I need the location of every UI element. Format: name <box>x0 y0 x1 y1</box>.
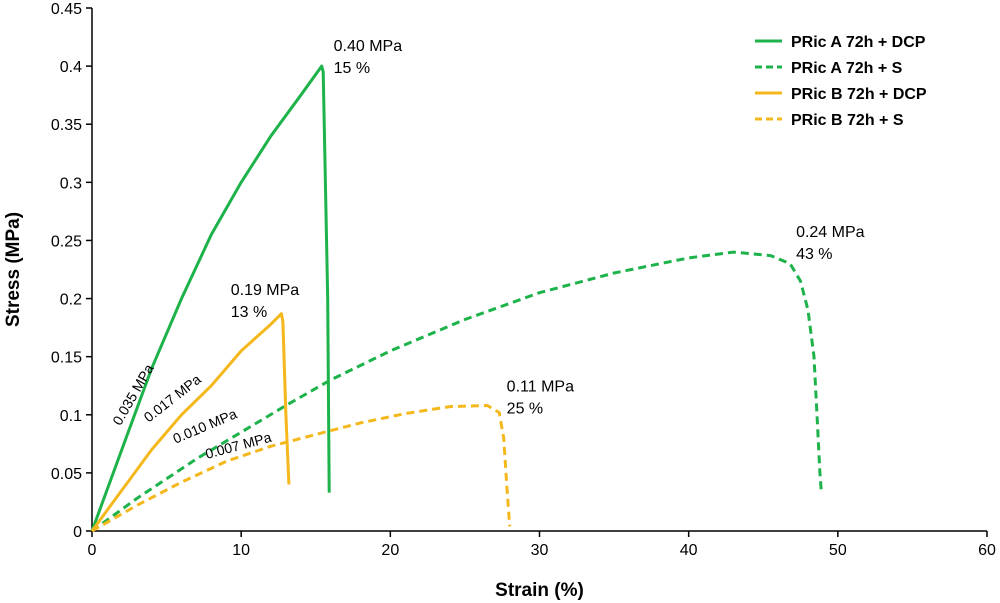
y-axis-title: Stress (MPa) <box>3 212 24 327</box>
y-tick-label: 0.05 <box>51 466 82 483</box>
y-tick-label: 0.4 <box>60 59 82 76</box>
peak-strain-label: 25 % <box>507 401 543 418</box>
legend-label: PRic A 72h + S <box>791 60 903 77</box>
x-tick-label: 10 <box>232 542 250 559</box>
x-axis-title: Strain (%) <box>495 580 584 601</box>
legend: PRic A 72h + DCP PRic A 72h + S PRic B 72h… <box>755 34 927 129</box>
peak-stress-label: 0.24 MPa <box>796 224 865 241</box>
peak-stress-label: 0.19 MPa <box>231 282 300 299</box>
series-line-1 <box>90 64 331 532</box>
legend-label: PRic B 72h + S <box>791 112 904 129</box>
x-tick-label: 60 <box>978 542 996 559</box>
x-tick-label: 30 <box>531 542 549 559</box>
peak-strain-label: 43 % <box>796 246 832 263</box>
axes: 0 0.05 0.1 0.15 0.2 0.25 0.3 0.35 0.4 0.45 0 10 20 30… <box>51 1 996 559</box>
peak-strain-label: 13 % <box>231 304 267 321</box>
curves <box>90 64 823 533</box>
peak-stress-label: 0.11 MPa <box>507 379 574 396</box>
y-tick-label: 0.1 <box>60 408 82 425</box>
peak-annotations: 0.40 MPa 15 % 0.24 MPa 43 % 0.19 MPa 13 % 0.11… <box>231 38 865 418</box>
peak-strain-label: 15 % <box>334 60 370 77</box>
y-tick-label: 0.25 <box>51 233 82 250</box>
y-tick-label: 0.15 <box>51 350 82 367</box>
series-line-2 <box>91 250 823 533</box>
legend-label: PRic A 72h + DCP <box>791 34 926 51</box>
x-tick-label: 40 <box>680 542 698 559</box>
y-tick-label: 0.3 <box>60 175 82 192</box>
series-line-4 <box>91 404 512 533</box>
y-tick-label: 0.2 <box>60 292 82 309</box>
x-tick-label: 0 <box>88 542 97 559</box>
series-line-3 <box>90 312 291 532</box>
peak-stress-label: 0.40 MPa <box>334 38 403 55</box>
x-tick-label: 50 <box>829 542 847 559</box>
y-tick-label: 0 <box>73 524 82 541</box>
legend-label: PRic B 72h + DCP <box>791 86 927 103</box>
x-tick-label: 20 <box>381 542 399 559</box>
y-tick-label: 0.45 <box>51 1 82 18</box>
y-tick-label: 0.35 <box>51 117 82 134</box>
